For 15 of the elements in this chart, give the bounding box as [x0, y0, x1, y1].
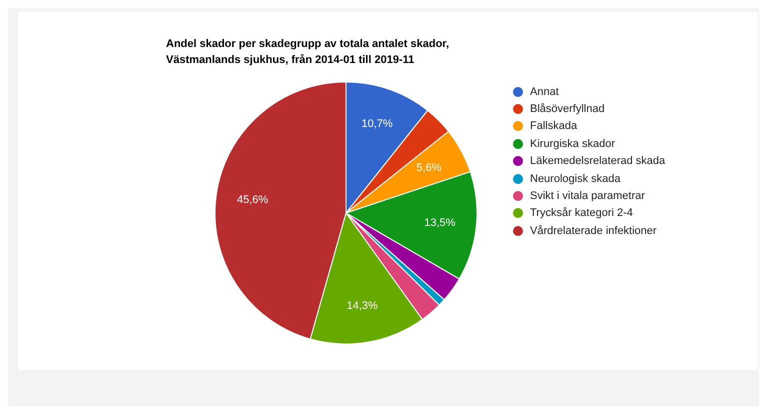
data-label: 5,6%	[416, 162, 442, 174]
data-label: 14,3%	[346, 300, 378, 312]
chart-title: Andel skador per skadegrupp av totala antalet skador, Västmanlands sjukhus, från 2014-01 till 2019-11	[166, 37, 450, 68]
data-label: 13,5%	[424, 216, 456, 229]
data-label: 10,7%	[362, 118, 393, 130]
legend-label: Svikt i vitala parametrar	[530, 190, 645, 202]
legend-label: Vårdrelaterade infektioner	[530, 224, 657, 237]
legend-label: Trycksår kategori 2-4	[530, 207, 633, 220]
legend-label: Blåsöverfyllnad	[530, 103, 605, 116]
legend-label: Fallskada	[530, 120, 578, 132]
legend-label: Annat	[530, 86, 559, 98]
legend-label: Neurologisk skada	[530, 172, 620, 185]
legend-label: Läkemedelsrelaterad skada	[530, 155, 666, 168]
legend-label: Kirurgiska skador	[530, 138, 615, 150]
data-label: 45,6%	[236, 194, 268, 206]
